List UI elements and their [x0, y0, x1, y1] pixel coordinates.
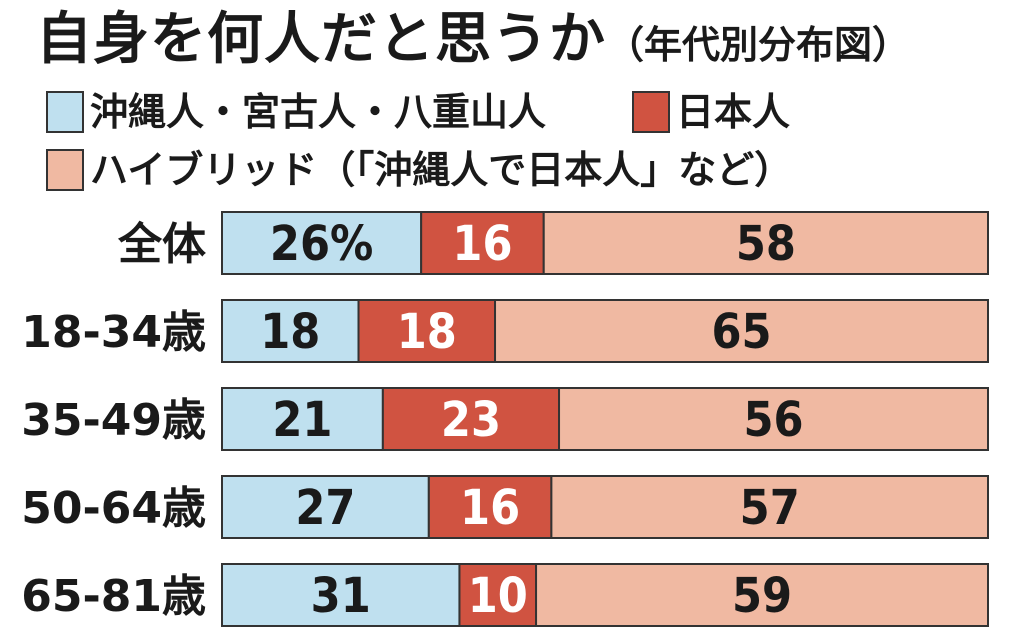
- bar-value-label: 59: [732, 568, 792, 624]
- bar-segment: [542, 211, 989, 275]
- chart-title: 自身を何人だと思うか（年代別分布図）: [36, 4, 910, 81]
- legend-label-japanese: 日本人: [676, 90, 791, 134]
- category-label: 50-64歳: [21, 483, 206, 534]
- bar-value-label: 18: [260, 304, 320, 360]
- bar-segment: [221, 211, 423, 275]
- title-text: 自身を何人だと思うか: [36, 7, 606, 72]
- bar-value-label: 10: [468, 568, 528, 624]
- bar-segment: [381, 387, 561, 451]
- bar-value-label: 56: [743, 392, 803, 448]
- legend-item-okinawan: 沖縄人・宮古人・八重山人: [46, 86, 546, 138]
- category-label: 全体: [117, 219, 206, 270]
- bar-segment: [494, 299, 989, 363]
- bar-segment: [221, 475, 430, 539]
- bar-value-label: 57: [740, 480, 800, 536]
- bar-segment: [535, 563, 989, 627]
- legend-swatch-hybrid: [46, 149, 84, 191]
- bar-value-label: 18: [397, 304, 457, 360]
- bar-value-label: 26%: [270, 216, 373, 272]
- chart-subtitle: （年代別分布図）: [606, 23, 911, 67]
- legend-swatch-okinawan: [46, 91, 84, 133]
- bar-value-label: 58: [736, 216, 796, 272]
- bar-value-label: 16: [460, 480, 520, 536]
- legend-swatch-japanese: [632, 91, 670, 133]
- bar-segment: [558, 387, 989, 451]
- legend-label-okinawan: 沖縄人・宮古人・八重山人: [90, 90, 547, 134]
- bar-value-label: 16: [452, 216, 512, 272]
- bar-value-label: 23: [441, 392, 501, 448]
- bar-segment: [357, 299, 497, 363]
- bar-segment: [420, 211, 545, 275]
- legend-label-hybrid: ハイブリッド（「沖縄人で日本人」など）: [90, 148, 793, 192]
- category-label: 18-34歳: [21, 307, 206, 358]
- bar-segment: [427, 475, 553, 539]
- category-label: 65-81歳: [21, 571, 206, 622]
- bar-value-label: 65: [711, 304, 771, 360]
- bar-segment: [550, 475, 989, 539]
- bar-segment: [221, 299, 360, 363]
- bar-value-label: 21: [272, 392, 332, 448]
- legend-item-japanese: 日本人: [632, 86, 790, 138]
- bar-value-label: 27: [295, 480, 355, 536]
- category-label: 35-49歳: [21, 395, 206, 446]
- legend-item-hybrid: ハイブリッド（「沖縄人で日本人」など）: [46, 144, 792, 196]
- bar-value-label: 31: [311, 568, 371, 624]
- bar-segment: [458, 563, 538, 627]
